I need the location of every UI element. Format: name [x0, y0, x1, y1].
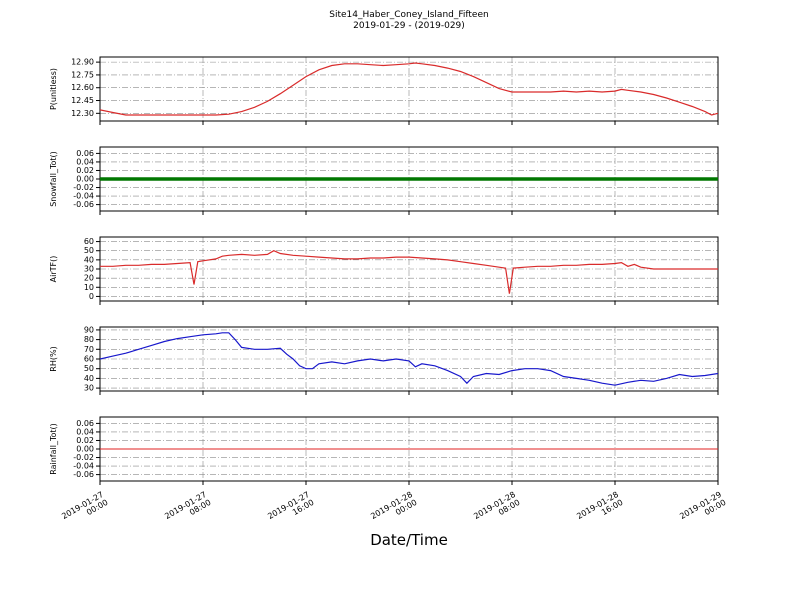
svg-text:-0.04: -0.04 [73, 192, 94, 201]
svg-text:0.00: 0.00 [76, 445, 94, 454]
svg-text:0.02: 0.02 [76, 166, 94, 175]
svg-text:0.00: 0.00 [76, 175, 94, 184]
svg-text:10: 10 [84, 283, 94, 292]
svg-text:Rainfall_Tot(): Rainfall_Tot() [49, 423, 58, 475]
svg-text:12.90: 12.90 [71, 58, 94, 67]
svg-text:2019-01-2800:00: 2019-01-2800:00 [369, 490, 418, 529]
svg-text:RH(%): RH(%) [49, 346, 58, 371]
svg-text:20: 20 [84, 274, 94, 283]
svg-text:30: 30 [84, 384, 94, 393]
svg-text:2019-01-2808:00: 2019-01-2808:00 [472, 490, 521, 529]
svg-text:0.02: 0.02 [76, 436, 94, 445]
svg-text:0.04: 0.04 [76, 157, 94, 166]
chart-subtitle: 2019-01-29 - (2019-029) [353, 21, 465, 31]
svg-text:80: 80 [84, 335, 94, 344]
svg-text:12.60: 12.60 [71, 83, 94, 92]
svg-text:50: 50 [84, 364, 94, 373]
svg-text:0.04: 0.04 [76, 427, 94, 436]
svg-text:12.30: 12.30 [71, 109, 94, 118]
svg-text:2019-01-2700:00: 2019-01-2700:00 [60, 490, 109, 529]
svg-text:Snowfall_Tot(): Snowfall_Tot() [49, 151, 58, 207]
svg-text:60: 60 [84, 237, 94, 246]
x-axis-label: Date/Time [370, 531, 448, 549]
svg-text:50: 50 [84, 246, 94, 255]
svg-text:30: 30 [84, 265, 94, 274]
svg-text:2019-01-2708:00: 2019-01-2708:00 [163, 490, 212, 529]
svg-text:-0.04: -0.04 [73, 462, 94, 471]
svg-text:70: 70 [84, 345, 94, 354]
svg-text:-0.06: -0.06 [73, 470, 94, 479]
svg-text:40: 40 [84, 374, 94, 383]
svg-text:-0.02: -0.02 [73, 183, 94, 192]
svg-text:2019-01-2716:00: 2019-01-2716:00 [266, 490, 315, 529]
svg-text:90: 90 [84, 325, 94, 334]
svg-text:0.06: 0.06 [76, 419, 94, 428]
svg-text:12.45: 12.45 [71, 96, 94, 105]
svg-text:AirTF(): AirTF() [49, 256, 58, 283]
svg-text:60: 60 [84, 355, 94, 364]
svg-text:-0.02: -0.02 [73, 453, 94, 462]
svg-text:2019-01-2816:00: 2019-01-2816:00 [575, 490, 624, 529]
svg-text:0: 0 [89, 292, 94, 301]
svg-text:40: 40 [84, 255, 94, 264]
chart-title: Site14_Haber_Coney_Island_Fifteen [329, 10, 489, 20]
svg-text:2019-01-2900:00: 2019-01-2900:00 [678, 490, 727, 529]
svg-text:-0.06: -0.06 [73, 200, 94, 209]
svg-text:P(unitless): P(unitless) [49, 68, 58, 110]
svg-text:12.75: 12.75 [71, 70, 94, 79]
svg-text:0.06: 0.06 [76, 149, 94, 158]
